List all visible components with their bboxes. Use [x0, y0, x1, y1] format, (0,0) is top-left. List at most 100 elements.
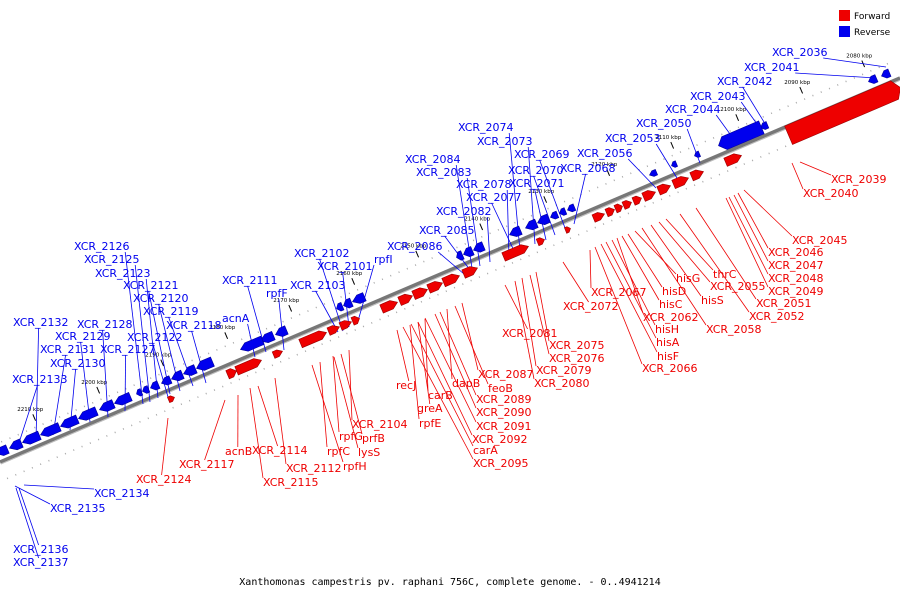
kbp-tick-mark — [479, 223, 484, 231]
kbp-tick-mark — [96, 386, 101, 394]
gene-label-xcr-2119: XCR_2119 — [143, 305, 199, 318]
reverse-gene-arrow — [142, 385, 151, 394]
gene-label-xcr-2071: XCR_2071 — [509, 177, 565, 190]
gene-label-xcr-2122: XCR_2122 — [127, 331, 183, 344]
leader-line — [124, 251, 144, 405]
gene-label-prfb: prfB — [362, 432, 385, 445]
gene-label-xcr-2118: XCR_2118 — [166, 319, 222, 332]
gene-label-acna: acnA — [222, 312, 250, 325]
reverse-gene-arrow — [22, 430, 42, 445]
gene-label-xcr-2095: XCR_2095 — [473, 457, 529, 470]
forward-gene-arrow — [501, 244, 529, 262]
gene-label-xcr-2047: XCR_2047 — [768, 259, 824, 272]
leader-line — [795, 72, 877, 79]
reverse-gene-arrow — [760, 121, 770, 130]
reverse-gene-arrow — [183, 364, 198, 376]
leader-line — [319, 361, 328, 448]
leader-line — [348, 349, 353, 421]
gene-label-xcr-2040: XCR_2040 — [803, 187, 859, 200]
gene-label-xcr-2086: XCR_2086 — [387, 240, 443, 253]
forward-gene-arrow — [350, 315, 360, 326]
leader-line — [799, 161, 832, 176]
gene-label-xcr-2066: XCR_2066 — [642, 362, 698, 375]
gene-label-carb: carB — [428, 389, 453, 402]
gene-label-hisa: hisA — [656, 336, 680, 349]
gene-label-xcr-2072: XCR_2072 — [563, 300, 619, 313]
leader-line — [562, 261, 589, 303]
forward-gene-arrow — [461, 266, 478, 279]
gene-arrows — [0, 68, 900, 456]
gene-label-xcr-2103: XCR_2103 — [290, 279, 346, 292]
forward-gene-arrow — [723, 153, 742, 167]
gene-label-cara: carA — [473, 444, 498, 457]
leader-line — [274, 377, 287, 465]
kbp-tick-mark — [288, 304, 293, 312]
leader-line — [311, 364, 344, 463]
reverse-gene-arrow — [60, 414, 80, 429]
gene-label-xcr-2090: XCR_2090 — [476, 406, 532, 419]
leader-line — [650, 224, 702, 297]
gene-label-lyss: lysS — [358, 446, 380, 459]
gene-label-xcr-2129: XCR_2129 — [55, 330, 111, 343]
leader-line — [658, 221, 711, 283]
leader-line — [491, 202, 517, 256]
reverse-gene-arrow — [136, 388, 144, 397]
reverse-gene-arrow — [240, 335, 265, 352]
reverse-gene-arrow — [463, 246, 475, 258]
gene-label-xcr-2085: XCR_2085 — [419, 224, 475, 237]
gene-label-xcr-2083: XCR_2083 — [416, 166, 472, 179]
gene-label-grea: greA — [417, 402, 443, 415]
leader-line — [715, 114, 731, 135]
kbp-tick-label: 2210 kbp — [17, 407, 43, 413]
gene-label-xcr-2051: XCR_2051 — [756, 297, 812, 310]
leader-line — [396, 329, 410, 382]
forward-gene-arrow — [167, 395, 175, 403]
gene-label-xcr-2120: XCR_2120 — [133, 292, 189, 305]
leader-line — [679, 213, 750, 313]
gene-label-xcr-2073: XCR_2073 — [477, 135, 533, 148]
gene-label-xcr-2124: XCR_2124 — [136, 473, 192, 486]
leader-line — [665, 218, 714, 271]
forward-gene-arrow — [621, 200, 632, 210]
gene-label-xcr-2046: XCR_2046 — [768, 246, 824, 259]
gene-label-rpfe: rpfE — [419, 417, 441, 430]
leader-line — [611, 239, 656, 326]
gene-label-hisc: hisC — [659, 298, 683, 311]
gene-label-xcr-2127: XCR_2127 — [100, 343, 156, 356]
leader-line — [605, 241, 657, 339]
gene-label-xcr-2045: XCR_2045 — [792, 234, 848, 247]
kbp-tick-mark — [799, 86, 804, 94]
kbp-tick-mark — [32, 414, 37, 421]
gene-label-xcr-2114: XCR_2114 — [252, 444, 308, 457]
leader-line — [417, 321, 473, 436]
kbp-tick-label: 2160 kbp — [336, 271, 362, 277]
leader-line — [257, 385, 278, 447]
legend: Forward Reverse — [839, 10, 891, 38]
kbp-tick-label: 2190 kbp — [145, 353, 171, 359]
forward-gene-arrow — [689, 169, 704, 182]
reverse-gene-arrow — [550, 210, 560, 220]
legend-forward-label: Forward — [854, 12, 890, 22]
gene-label-xcr-2092: XCR_2092 — [472, 433, 528, 446]
leader-line — [521, 277, 537, 367]
forward-gene-arrow — [326, 325, 340, 336]
label-leader-lines — [14, 57, 887, 559]
leader-line — [733, 194, 769, 262]
leader-line — [534, 188, 547, 241]
leader-line — [145, 278, 159, 399]
gene-label-xcr-2111: XCR_2111 — [222, 274, 278, 287]
gene-label-xcr-2102: XCR_2102 — [294, 247, 350, 260]
leader-line — [600, 243, 658, 353]
gene-label-xcr-2036: XCR_2036 — [772, 46, 828, 59]
gene-label-rpfg: rpfG — [339, 430, 363, 443]
leader-line — [14, 485, 51, 505]
leader-line — [191, 330, 207, 384]
reverse-gene-arrow — [718, 120, 765, 150]
leader-line — [594, 246, 643, 365]
leader-line — [315, 290, 339, 333]
reverse-gene-arrow — [537, 213, 551, 226]
gene-label-xcr-2058: XCR_2058 — [706, 323, 762, 336]
gene-label-xcr-2123: XCR_2123 — [95, 267, 151, 280]
